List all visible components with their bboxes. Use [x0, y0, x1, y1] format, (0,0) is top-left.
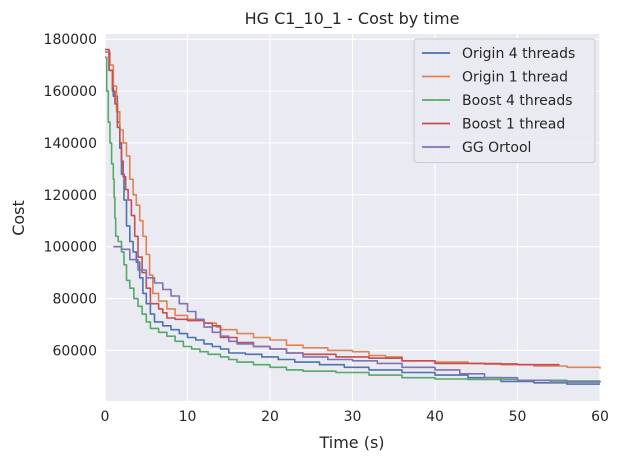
tick-labels: 0 10 20 30 40 50 60 60000 80000 100000 120000 14000…: [44, 32, 609, 425]
x-tick-label: 50: [509, 409, 527, 425]
legend-label: GG Ortool: [462, 140, 531, 156]
series-line: [105, 48, 560, 366]
y-tick-label: 140000: [44, 136, 97, 152]
legend-label: Origin 4 threads: [462, 46, 575, 62]
x-tick-label: 30: [344, 409, 362, 425]
legend-label: Origin 1 thread: [462, 70, 568, 86]
y-tick-label: 100000: [44, 240, 97, 256]
y-tick-label: 120000: [44, 188, 97, 204]
x-tick-label: 10: [179, 409, 197, 425]
series-line: [105, 56, 601, 382]
y-axis-label: Cost: [9, 200, 28, 236]
x-tick-label: 0: [101, 409, 110, 425]
series-line: [113, 245, 601, 383]
x-tick-label: 60: [591, 409, 609, 425]
y-tick-label: 180000: [44, 32, 97, 48]
series-lines: [105, 48, 601, 385]
series-line: [105, 51, 600, 385]
legend-label: Boost 1 thread: [462, 117, 565, 133]
legend-label: Boost 4 threads: [462, 93, 573, 109]
x-tick-label: 40: [426, 409, 444, 425]
y-tick-label: 60000: [52, 343, 97, 359]
x-tick-label: 20: [261, 409, 279, 425]
legend-frame: [413, 38, 596, 163]
grid-lines: [104, 34, 601, 401]
x-axis-label: Time (s): [318, 433, 384, 452]
y-tick-label: 80000: [52, 292, 97, 308]
chart-title: HG C1_10_1 - Cost by time: [245, 9, 460, 29]
y-tick-label: 160000: [44, 84, 97, 100]
legend: Origin 4 threads Origin 1 thread Boost 4 t…: [413, 38, 596, 163]
